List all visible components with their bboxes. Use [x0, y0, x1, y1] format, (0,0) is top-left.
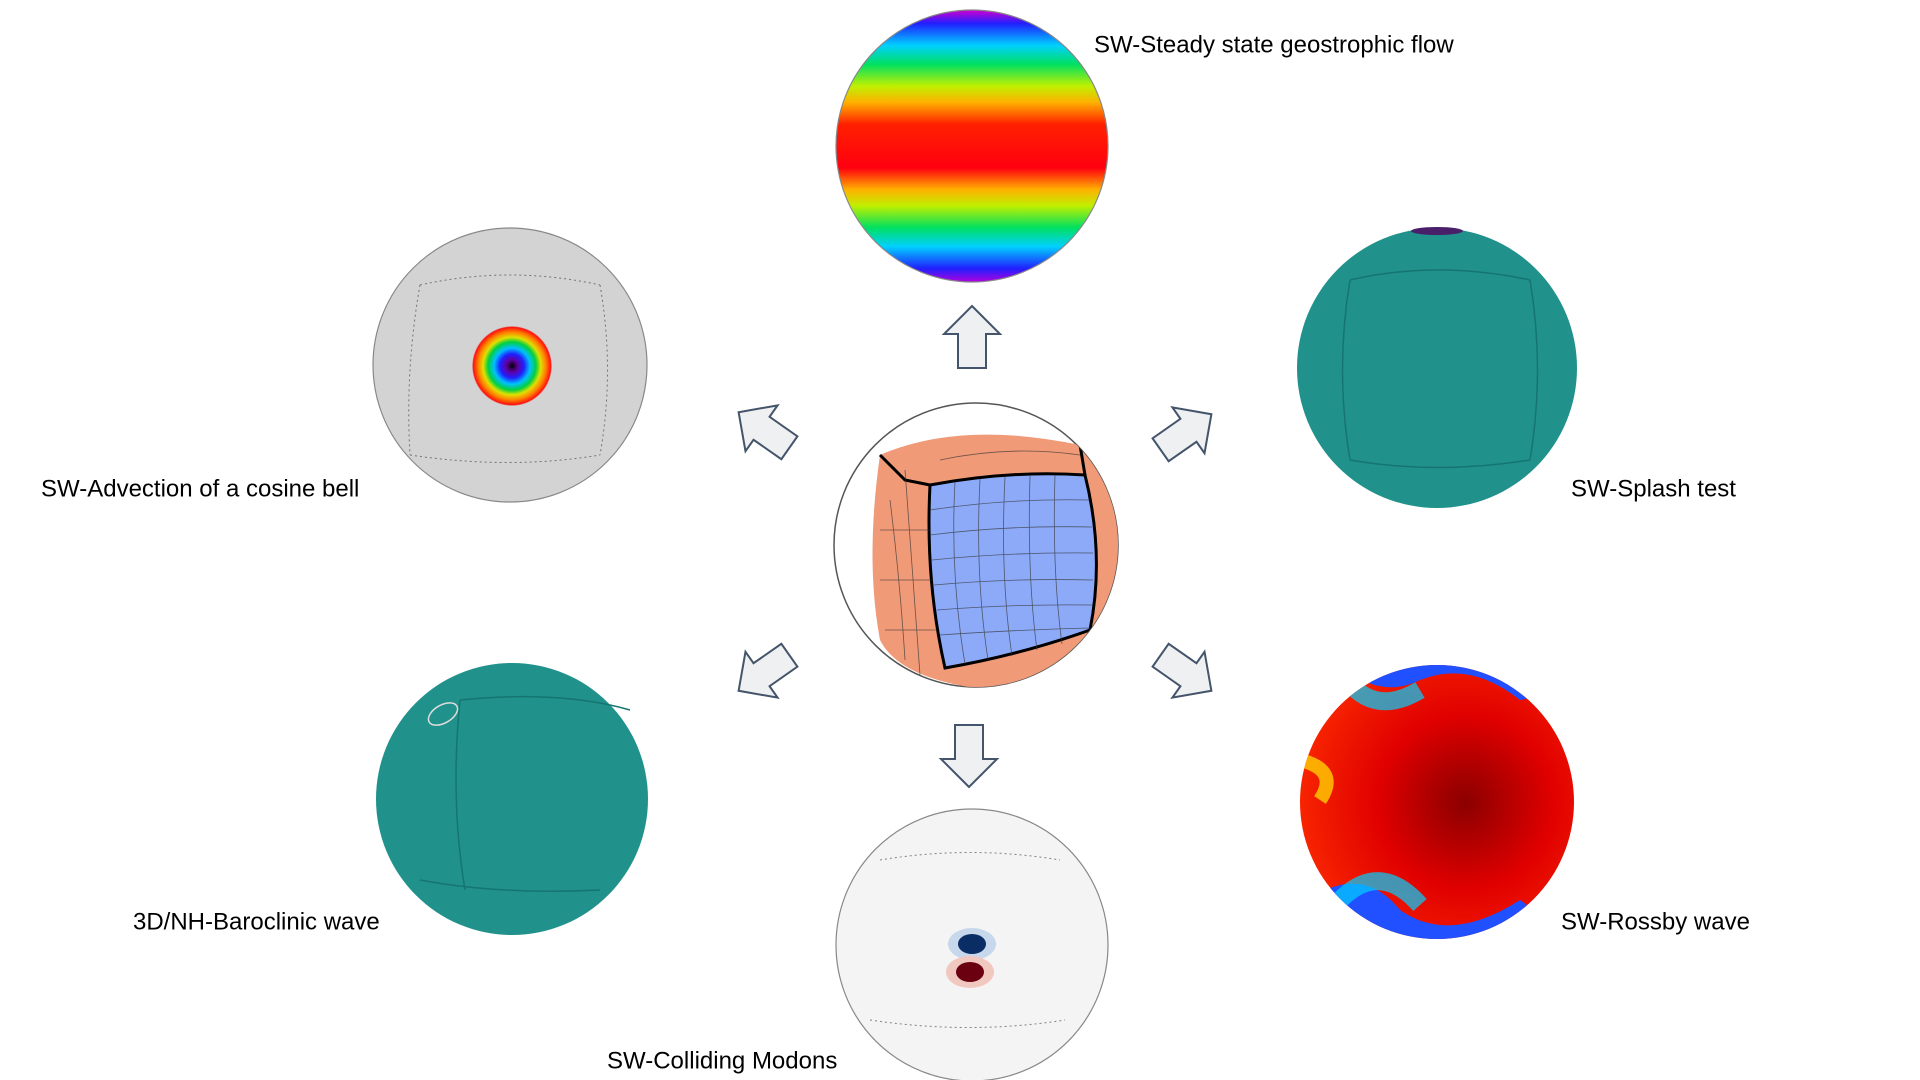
- globe-rossby: [1300, 665, 1574, 939]
- label: SW-Rossby wave: [1561, 908, 1750, 935]
- label: 3D/NH-Baroclinic wave: [133, 908, 380, 935]
- globe-modons: [835, 808, 1109, 1080]
- label: SW-Colliding Modons: [607, 1047, 837, 1074]
- globe-cosine-bell: [372, 227, 648, 503]
- globe-splash: [1297, 227, 1577, 508]
- globe-baroclinic: [376, 663, 648, 935]
- arrow-up-left: [737, 403, 799, 461]
- globe-cubed-sphere: [833, 402, 1119, 688]
- globe-steady-state: [835, 9, 1109, 283]
- arrow-up: [941, 304, 1003, 369]
- arrow-down-left: [737, 642, 799, 700]
- label: SW-Splash test: [1571, 475, 1736, 502]
- arrow-up-right: [1151, 405, 1213, 463]
- arrow-down: [938, 724, 1000, 789]
- label: SW-Steady state geostrophic flow: [1094, 31, 1454, 58]
- label: SW-Advection of a cosine bell: [41, 475, 359, 502]
- arrow-down-right: [1151, 642, 1213, 700]
- arrows: [737, 304, 1213, 789]
